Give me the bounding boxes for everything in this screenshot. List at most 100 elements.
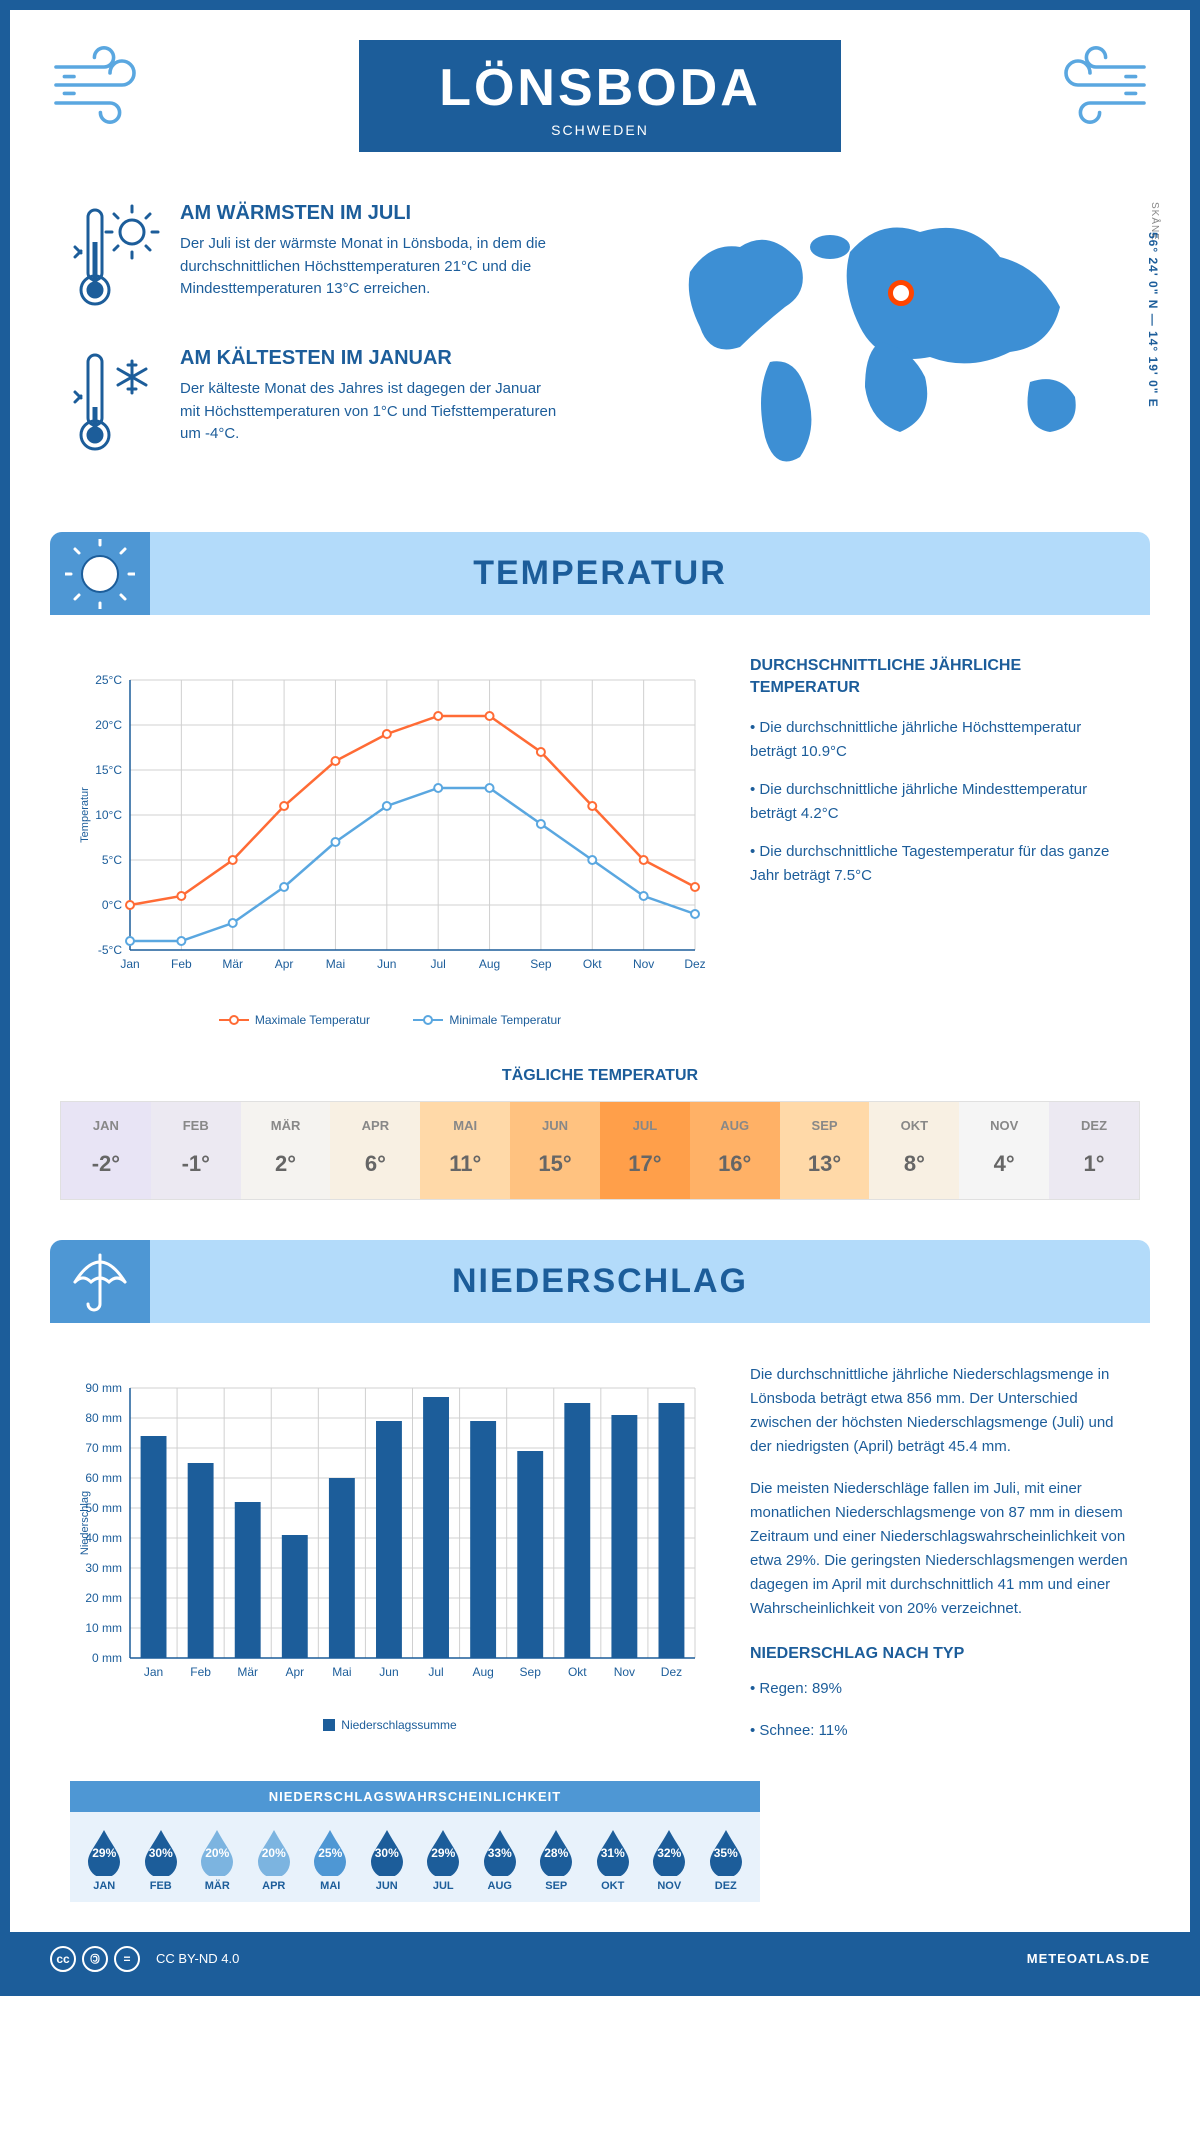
svg-text:Mai: Mai [332, 1665, 351, 1679]
svg-text:20°C: 20°C [95, 718, 122, 732]
daily-cell: FEB-1° [151, 1102, 241, 1199]
probability-cell: 30%JUN [359, 1826, 416, 1892]
svg-text:Jan: Jan [144, 1665, 163, 1679]
wind-icon-left [50, 40, 170, 135]
probability-cell: 29%JAN [76, 1826, 133, 1892]
section-precip-title: NIEDERSCHLAG [50, 1262, 1150, 1301]
svg-text:60 mm: 60 mm [85, 1471, 122, 1485]
precip-type-snow: • Schnee: 11% [750, 1719, 1130, 1743]
coordinates: 56° 24' 0" N — 14° 19' 0" E [1146, 232, 1160, 408]
probability-cell: 32%NOV [641, 1826, 698, 1892]
section-temperature-banner: TEMPERATUR [50, 532, 1150, 615]
svg-text:20 mm: 20 mm [85, 1591, 122, 1605]
location-marker [888, 280, 914, 306]
probability-cell: 33%AUG [472, 1826, 529, 1892]
probability-cell: 35%DEZ [698, 1826, 755, 1892]
thermometer-sun-icon [70, 202, 160, 317]
highlights-row: AM WÄRMSTEN IM JULI Der Juli ist der wär… [10, 172, 1190, 532]
daily-cell: JAN-2° [61, 1102, 151, 1199]
svg-text:5°C: 5°C [102, 853, 122, 867]
daily-cell: SEP13° [780, 1102, 870, 1199]
svg-text:Jul: Jul [431, 957, 446, 971]
precip-type-rain: • Regen: 89% [750, 1677, 1130, 1701]
svg-text:Niederschlag: Niederschlag [79, 1491, 91, 1555]
temp-info-p2: • Die durchschnittliche jährliche Mindes… [750, 778, 1130, 826]
temperature-line-chart: -5°C0°C5°C10°C15°C20°C25°CJanFebMärAprMa… [70, 655, 710, 1027]
temp-info-title: DURCHSCHNITTLICHE JÄHRLICHE TEMPERATUR [750, 655, 1130, 700]
legend-min: Minimale Temperatur [413, 1013, 561, 1027]
svg-text:Aug: Aug [472, 1665, 493, 1679]
daily-cell: DEZ1° [1049, 1102, 1139, 1199]
legend-precip: Niederschlagssumme [323, 1718, 456, 1732]
precip-p2: Die meisten Niederschläge fallen im Juli… [750, 1477, 1130, 1621]
highlight-cold-text: Der kälteste Monat des Jahres ist dagege… [180, 378, 560, 446]
probability-cell: 30%FEB [133, 1826, 190, 1892]
svg-text:-5°C: -5°C [98, 943, 122, 957]
probability-cell: 28%SEP [528, 1826, 585, 1892]
title-banner: LÖNSBODA SCHWEDEN [359, 40, 841, 152]
svg-text:30 mm: 30 mm [85, 1561, 122, 1575]
daily-cell: NOV4° [959, 1102, 1049, 1199]
svg-text:Mär: Mär [237, 1665, 258, 1679]
svg-text:Okt: Okt [583, 957, 602, 971]
header: LÖNSBODA SCHWEDEN [10, 10, 1190, 172]
probability-panel: NIEDERSCHLAGSWAHRSCHEINLICHKEIT 29%JAN30… [70, 1781, 760, 1902]
world-map: SKÅNE 56° 24' 0" N — 14° 19' 0" E [650, 202, 1130, 492]
svg-text:Mai: Mai [326, 957, 345, 971]
probability-cell: 31%OKT [585, 1826, 642, 1892]
section-temperature-title: TEMPERATUR [50, 554, 1150, 593]
brand-label: METEOATLAS.DE [1027, 1951, 1150, 1966]
highlight-warm-text: Der Juli ist der wärmste Monat in Lönsbo… [180, 233, 560, 301]
wind-icon-right [1030, 40, 1150, 135]
svg-text:Jun: Jun [379, 1665, 398, 1679]
svg-text:70 mm: 70 mm [85, 1441, 122, 1455]
daily-cell: APR6° [330, 1102, 420, 1199]
precip-type-title: NIEDERSCHLAG NACH TYP [750, 1641, 1130, 1667]
svg-text:15°C: 15°C [95, 763, 122, 777]
temperature-info: DURCHSCHNITTLICHE JÄHRLICHE TEMPERATUR •… [750, 655, 1130, 1027]
highlight-coldest: AM KÄLTESTEN IM JANUAR Der kälteste Mona… [70, 347, 610, 462]
svg-text:Apr: Apr [285, 1665, 304, 1679]
probability-title: NIEDERSCHLAGSWAHRSCHEINLICHKEIT [70, 1781, 760, 1812]
footer: cc🄯= CC BY-ND 4.0 METEOATLAS.DE [10, 1932, 1190, 1986]
svg-text:25°C: 25°C [95, 673, 122, 687]
probability-cell: 25%MAI [302, 1826, 359, 1892]
highlight-warmest: AM WÄRMSTEN IM JULI Der Juli ist der wär… [70, 202, 610, 317]
temp-info-p3: • Die durchschnittliche Tagestemperatur … [750, 840, 1130, 888]
precipitation-bar-chart: 0 mm10 mm20 mm30 mm40 mm50 mm60 mm70 mm8… [70, 1363, 710, 1761]
svg-text:Sep: Sep [520, 1665, 542, 1679]
daily-cell: MÄR2° [241, 1102, 331, 1199]
thermometer-snow-icon [70, 347, 160, 462]
precip-p1: Die durchschnittliche jährliche Niedersc… [750, 1363, 1130, 1459]
license-text: CC BY-ND 4.0 [156, 1951, 239, 1966]
svg-text:Feb: Feb [171, 957, 192, 971]
svg-text:Mär: Mär [222, 957, 243, 971]
svg-text:Jun: Jun [377, 957, 396, 971]
legend-max: Maximale Temperatur [219, 1013, 370, 1027]
svg-text:Aug: Aug [479, 957, 500, 971]
daily-temp-title: TÄGLICHE TEMPERATUR [10, 1067, 1190, 1085]
svg-text:Feb: Feb [190, 1665, 211, 1679]
probability-cell: 29%JUL [415, 1826, 472, 1892]
section-precip-banner: NIEDERSCHLAG [50, 1240, 1150, 1323]
highlight-warm-title: AM WÄRMSTEN IM JULI [180, 202, 560, 225]
umbrella-icon [50, 1240, 150, 1323]
probability-cell: 20%APR [246, 1826, 303, 1892]
daily-cell: MAI11° [420, 1102, 510, 1199]
svg-text:Temperatur: Temperatur [79, 787, 91, 843]
daily-temp-strip: JAN-2°FEB-1°MÄR2°APR6°MAI11°JUN15°JUL17°… [60, 1101, 1140, 1200]
svg-text:80 mm: 80 mm [85, 1411, 122, 1425]
license-icons: cc🄯= CC BY-ND 4.0 [50, 1946, 239, 1972]
svg-text:Jan: Jan [120, 957, 139, 971]
precipitation-info: Die durchschnittliche jährliche Niedersc… [750, 1363, 1130, 1761]
svg-text:Sep: Sep [530, 957, 552, 971]
daily-cell: JUL17° [600, 1102, 690, 1199]
svg-text:Nov: Nov [633, 957, 654, 971]
sun-icon [50, 532, 150, 615]
svg-text:Nov: Nov [614, 1665, 635, 1679]
svg-text:Apr: Apr [275, 957, 294, 971]
daily-cell: AUG16° [690, 1102, 780, 1199]
svg-text:Jul: Jul [428, 1665, 443, 1679]
temp-info-p1: • Die durchschnittliche jährliche Höchst… [750, 716, 1130, 764]
svg-text:Dez: Dez [661, 1665, 682, 1679]
